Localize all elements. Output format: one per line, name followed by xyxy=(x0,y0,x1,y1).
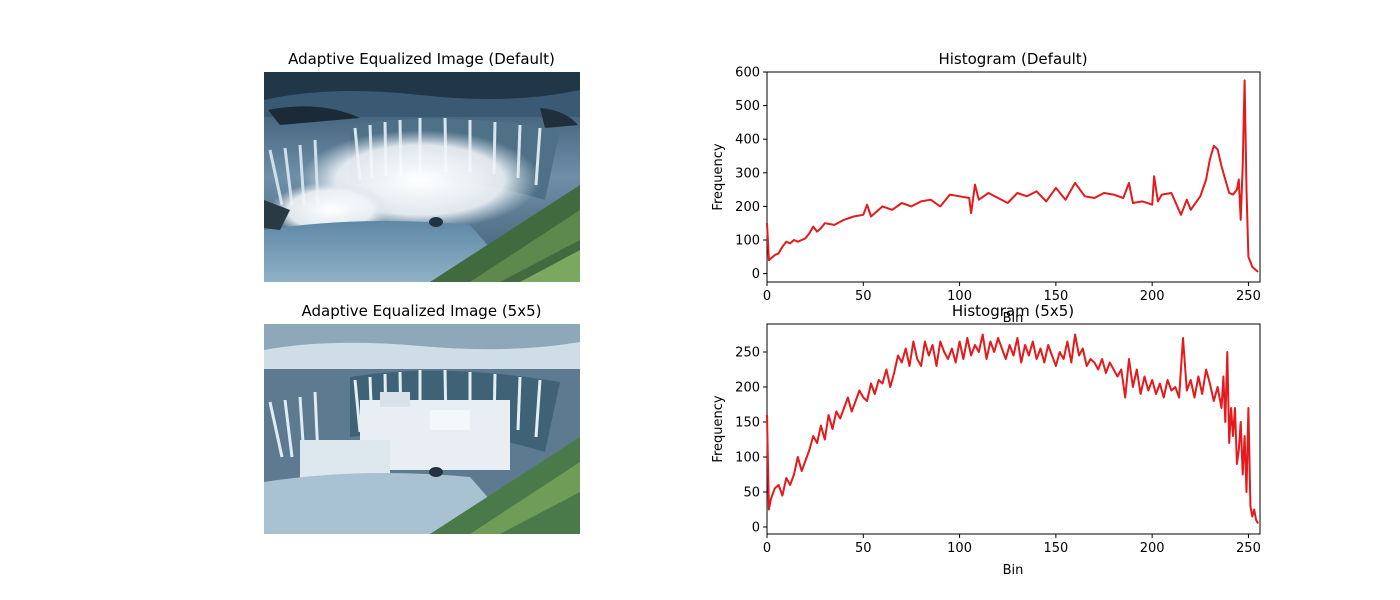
x-axis: 0 50 100 150 200 250 xyxy=(763,282,1261,304)
y-axis: 0 100 200 300 400 500 600 xyxy=(735,66,767,282)
x-tick-label: 100 xyxy=(947,289,972,304)
chart-title: Histogram (Default) xyxy=(938,50,1087,68)
series-line xyxy=(766,79,1259,273)
x-tick-label: 200 xyxy=(1140,541,1165,556)
histogram-5x5-chart: Histogram (5x5) 0 50 100 150 200 250 0 50 100 15… xyxy=(711,302,1261,578)
image-panel-5x5: Adaptive Equalized Image (5x5) xyxy=(264,302,580,534)
waterfall-image-default xyxy=(264,72,580,282)
waterfall-image-5x5 xyxy=(264,324,580,534)
y-tick-label: 100 xyxy=(735,234,760,249)
image-panel-default: Adaptive Equalized Image (Default) xyxy=(264,50,580,282)
series-line xyxy=(766,333,1259,524)
x-tick-label: 50 xyxy=(855,289,872,304)
x-tick-label: 150 xyxy=(1043,289,1068,304)
image-title-5x5: Adaptive Equalized Image (5x5) xyxy=(302,302,542,320)
y-axis-label: Frequency xyxy=(711,143,726,210)
chart-title: Histogram (5x5) xyxy=(952,302,1074,320)
y-tick-label: 100 xyxy=(735,451,760,466)
y-tick-label: 0 xyxy=(752,267,760,282)
y-tick-label: 200 xyxy=(735,200,760,215)
x-tick-label: 100 xyxy=(947,541,972,556)
image-title-default: Adaptive Equalized Image (Default) xyxy=(288,50,555,68)
x-tick-label: 0 xyxy=(763,541,771,556)
x-tick-label: 0 xyxy=(763,289,771,304)
y-axis: 0 50 100 150 200 250 xyxy=(735,346,767,536)
y-tick-label: 50 xyxy=(743,486,760,501)
y-tick-label: 150 xyxy=(735,416,760,431)
plot-area-frame xyxy=(766,71,1261,283)
x-tick-label: 150 xyxy=(1043,541,1068,556)
x-tick-label: 250 xyxy=(1236,289,1261,304)
y-tick-label: 200 xyxy=(735,381,760,396)
y-tick-label: 300 xyxy=(735,166,760,181)
y-tick-label: 250 xyxy=(735,346,760,361)
x-axis: 0 50 100 150 200 250 xyxy=(763,534,1261,556)
x-axis-label: Bin xyxy=(1003,311,1024,326)
y-tick-label: 0 xyxy=(752,521,760,536)
x-tick-label: 50 xyxy=(855,541,872,556)
y-tick-label: 400 xyxy=(735,133,760,148)
x-tick-label: 250 xyxy=(1236,541,1261,556)
x-axis-label: Bin xyxy=(1003,563,1024,578)
y-tick-label: 600 xyxy=(735,66,760,81)
y-tick-label: 500 xyxy=(735,99,760,114)
histogram-default-chart: Histogram (Default) 0 50 100 150 200 250 0 100… xyxy=(711,50,1261,326)
y-axis-label: Frequency xyxy=(711,395,726,462)
x-tick-label: 200 xyxy=(1140,289,1165,304)
